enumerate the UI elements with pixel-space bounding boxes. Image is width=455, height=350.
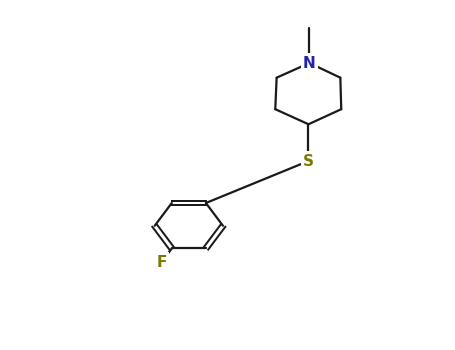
Text: N: N	[303, 56, 316, 70]
Text: F: F	[157, 254, 167, 270]
Text: S: S	[303, 154, 314, 168]
